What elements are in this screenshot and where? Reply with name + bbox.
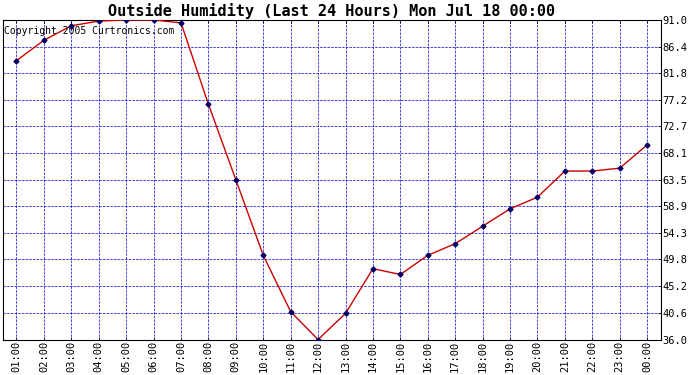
Title: Outside Humidity (Last 24 Hours) Mon Jul 18 00:00: Outside Humidity (Last 24 Hours) Mon Jul… bbox=[108, 3, 555, 19]
Text: Copyright 2005 Curtronics.com: Copyright 2005 Curtronics.com bbox=[4, 26, 175, 36]
